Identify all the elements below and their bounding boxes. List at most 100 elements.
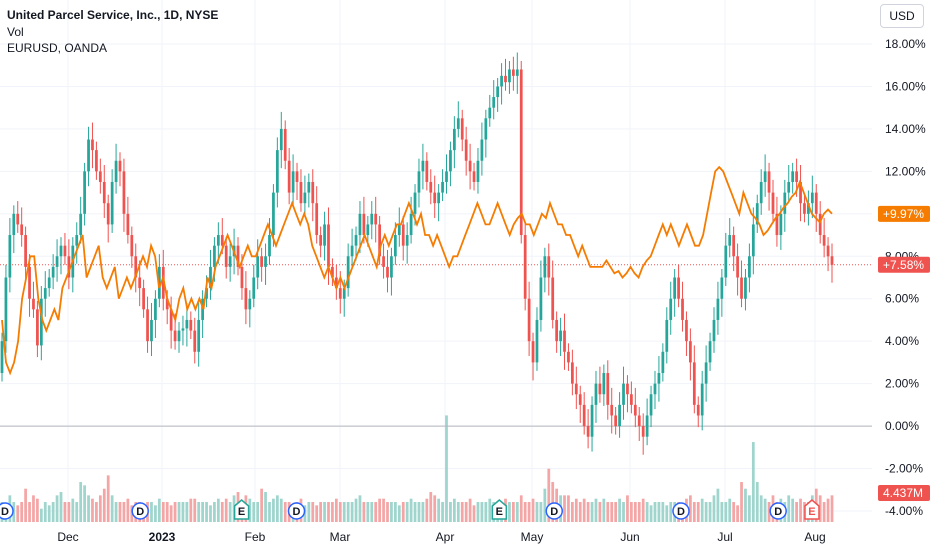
candle[interactable] <box>397 207 401 247</box>
candle-body[interactable] <box>327 224 330 267</box>
candle-body[interactable] <box>4 277 8 342</box>
candle[interactable] <box>484 109 488 158</box>
earnings-marker[interactable]: E <box>233 499 250 520</box>
candle-body[interactable] <box>767 171 771 193</box>
candle-body[interactable] <box>468 160 472 172</box>
candle-body[interactable] <box>492 97 496 108</box>
candle-body[interactable] <box>421 160 425 172</box>
candle[interactable] <box>692 345 696 414</box>
candle[interactable] <box>810 175 814 219</box>
earnings-marker[interactable]: E <box>804 499 820 520</box>
candle[interactable] <box>476 148 480 194</box>
candle-body[interactable] <box>795 171 798 182</box>
candle-body[interactable] <box>311 181 315 204</box>
candle[interactable] <box>236 237 240 276</box>
candle[interactable] <box>669 281 673 335</box>
candle-body[interactable] <box>456 118 460 129</box>
candle[interactable] <box>334 264 338 300</box>
candle[interactable] <box>260 247 263 282</box>
candle[interactable] <box>59 237 63 275</box>
candle[interactable] <box>55 239 59 282</box>
dividend-marker[interactable]: D <box>287 502 306 520</box>
candle-body[interactable] <box>826 245 830 257</box>
dividend-icon[interactable] <box>0 502 14 520</box>
candle-body[interactable] <box>28 266 31 299</box>
candle[interactable] <box>633 387 637 428</box>
dividend-marker[interactable]: D <box>131 502 149 520</box>
dividend-marker[interactable]: D <box>672 502 690 520</box>
candle-body[interactable] <box>724 245 728 278</box>
legend-main-title[interactable]: United Parcel Service, Inc., 1D, NYSE <box>7 8 219 22</box>
candle-body[interactable] <box>692 362 696 405</box>
candle[interactable] <box>20 207 24 247</box>
candle-body[interactable] <box>413 192 417 214</box>
y-axis[interactable]: 18.00%16.00%14.00%12.00%10.00%8.00%6.00%… <box>885 37 926 518</box>
candle-body[interactable] <box>378 224 382 257</box>
candle-body[interactable] <box>535 319 539 363</box>
candle-body[interactable] <box>582 404 586 427</box>
dividend-marker[interactable]: D <box>0 502 14 520</box>
candle[interactable] <box>142 279 145 318</box>
candle-body[interactable] <box>401 224 405 246</box>
candle[interactable] <box>209 249 212 300</box>
candle-body[interactable] <box>12 213 16 236</box>
candle[interactable] <box>449 141 452 187</box>
candle-body[interactable] <box>700 383 704 416</box>
candle[interactable] <box>547 243 551 296</box>
candle-body[interactable] <box>382 256 385 267</box>
candle[interactable] <box>641 413 645 455</box>
candle-body[interactable] <box>445 171 448 182</box>
candle-body[interactable] <box>260 256 263 267</box>
candle[interactable] <box>822 218 826 258</box>
candle[interactable] <box>626 375 629 413</box>
candle-body[interactable] <box>102 181 106 204</box>
candle[interactable] <box>197 302 201 367</box>
candle-body[interactable] <box>539 277 543 320</box>
candle-body[interactable] <box>390 256 393 278</box>
candle-body[interactable] <box>736 256 739 278</box>
candle-body[interactable] <box>248 298 252 310</box>
candle[interactable] <box>456 101 460 138</box>
candle-body[interactable] <box>213 245 216 267</box>
candle[interactable] <box>755 194 759 233</box>
candle-body[interactable] <box>138 277 142 289</box>
candle-body[interactable] <box>20 224 24 236</box>
candle-body[interactable] <box>673 277 677 299</box>
candle[interactable] <box>602 364 606 406</box>
candle[interactable] <box>574 366 578 410</box>
candle-body[interactable] <box>181 328 185 331</box>
x-axis[interactable]: Dec 2023 Feb Mar Apr May Jun Jul Aug <box>57 530 825 544</box>
candle[interactable] <box>98 158 102 194</box>
candle[interactable] <box>358 201 362 254</box>
candle[interactable] <box>689 328 692 381</box>
candle-body[interactable] <box>657 373 661 384</box>
candle-body[interactable] <box>476 160 480 182</box>
candle-body[interactable] <box>744 277 747 299</box>
candle[interactable] <box>16 201 20 233</box>
candle-body[interactable] <box>346 256 350 289</box>
candle-body[interactable] <box>130 235 134 257</box>
candle-body[interactable] <box>437 192 441 204</box>
candle-body[interactable] <box>590 404 594 437</box>
candle[interactable] <box>515 52 519 94</box>
candle-body[interactable] <box>704 362 708 384</box>
candle[interactable] <box>327 207 330 285</box>
candle[interactable] <box>598 366 602 403</box>
candle[interactable] <box>511 56 515 91</box>
candle-body[interactable] <box>358 213 362 236</box>
candle-body[interactable] <box>264 256 267 267</box>
candle[interactable] <box>803 194 806 223</box>
candle[interactable] <box>468 143 472 190</box>
candle[interactable] <box>354 226 358 261</box>
candle[interactable] <box>295 162 299 201</box>
candle[interactable] <box>445 154 448 194</box>
candle-body[interactable] <box>799 181 802 204</box>
candle-body[interactable] <box>759 181 763 204</box>
candle-body[interactable] <box>563 330 566 352</box>
candle-body[interactable] <box>515 69 519 76</box>
candle[interactable] <box>378 215 382 265</box>
candle-body[interactable] <box>685 319 688 342</box>
candle-body[interactable] <box>228 256 232 267</box>
candle[interactable] <box>138 260 142 307</box>
candle[interactable] <box>370 201 374 240</box>
